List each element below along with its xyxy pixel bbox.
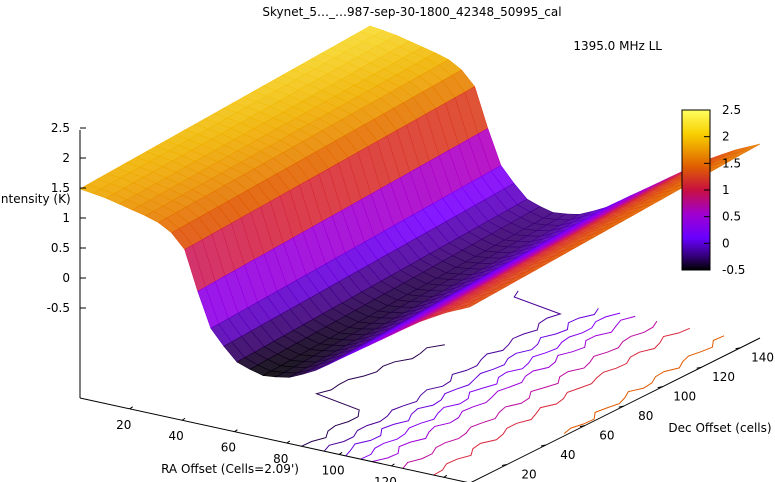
colorbar-tick-label: 0.5 (722, 210, 741, 224)
ra-tick (443, 474, 448, 478)
ra-tick (129, 406, 134, 410)
colorbar-tick-label: 0 (722, 236, 730, 250)
contour-lines (301, 290, 725, 476)
dec-tick-label: 140 (751, 351, 774, 365)
contour-line (402, 320, 658, 469)
ra-tick (338, 452, 343, 455)
dec-tick (657, 386, 663, 389)
dec-tick-label: 20 (521, 468, 536, 482)
x-axis-label: RA Offset (Cells=2.09') (161, 462, 299, 476)
y-axis-label: Dec Offset (cells) (668, 421, 771, 435)
dec-tick-label: 120 (712, 370, 735, 384)
legend: 1395.0 MHz LL (573, 39, 732, 53)
dec-tick-label: 60 (599, 429, 614, 443)
ra-tick (234, 429, 238, 433)
legend-label: 1395.0 MHz LL (573, 39, 662, 53)
ra-tick (286, 440, 291, 444)
dec-tick (696, 366, 702, 369)
colorbar-tick-label: -0.5 (722, 263, 745, 277)
surface-cell (459, 302, 478, 310)
ra-tick (391, 463, 395, 467)
ra-tick-label: 20 (116, 418, 131, 432)
colorbar: 2.5 2 1.5 1 0.5 0 -0.5 (681, 103, 745, 277)
dec-tick (540, 444, 547, 447)
ra-axis-line (79, 397, 468, 482)
ra-tick-label: 100 (322, 463, 345, 477)
ra-tick (181, 417, 186, 421)
contour-line (345, 308, 599, 457)
surface-mesh (79, 25, 761, 378)
z-tick-label: 2.5 (51, 121, 70, 135)
contour-line (301, 344, 445, 447)
contour-line (360, 312, 621, 460)
dec-axis-line (470, 337, 761, 482)
dec-tick (501, 464, 508, 467)
dec-tick-label: 100 (673, 390, 696, 404)
axes: 2040608010012014020406080100120140-0.500… (47, 121, 774, 482)
colorbar-tick-label: 1 (722, 183, 730, 197)
dec-tick (618, 405, 624, 408)
dec-tick-label: 40 (560, 448, 575, 462)
dec-tick (735, 347, 741, 350)
ra-tick-label: 80 (273, 452, 288, 466)
colorbar-tick-label: 1.5 (722, 156, 741, 170)
dec-tick-label: 80 (638, 409, 653, 423)
contour-line (323, 290, 562, 452)
dec-tick (579, 425, 585, 428)
ra-tick-label: 120 (374, 475, 397, 482)
z-tick-label: -0.5 (47, 301, 70, 315)
z-axis-label: Intensity (K) (0, 192, 71, 206)
ra-tick-label: 40 (168, 429, 183, 443)
z-tick-label: 0.5 (51, 241, 70, 255)
ra-tick-label: 60 (221, 441, 236, 455)
z-tick-label: 0 (62, 271, 70, 285)
chart-title: Skynet_5…_…987-sep-30-1800_42348_50995_c… (262, 5, 561, 19)
contour-line (371, 315, 636, 463)
z-tick-label: 1 (62, 211, 70, 225)
z-tick-label: 2 (62, 151, 70, 165)
z-tick-label: 1.5 (51, 181, 70, 195)
colorbar-tick-label: 2.5 (722, 103, 741, 117)
contour-line (433, 327, 690, 476)
colorbar-tick-label: 2 (722, 130, 730, 144)
contour-line (563, 335, 725, 434)
